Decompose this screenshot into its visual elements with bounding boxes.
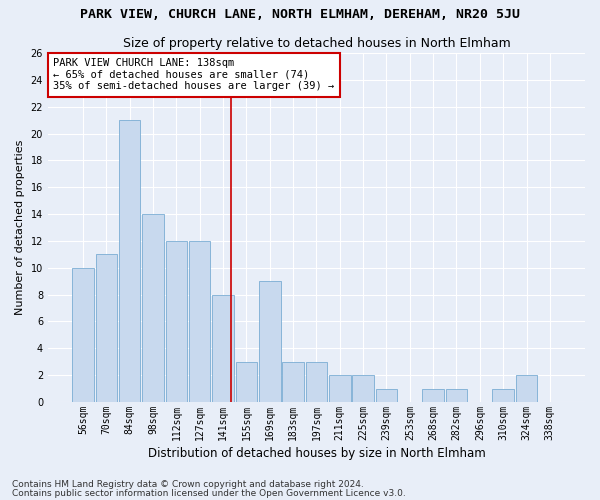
Bar [516,375,537,402]
Bar [119,120,140,402]
Bar [142,214,164,402]
Bar [422,388,444,402]
Bar [95,254,117,402]
Text: Contains public sector information licensed under the Open Government Licence v3: Contains public sector information licen… [12,488,406,498]
Bar [236,362,257,402]
Bar [259,281,281,402]
Bar [212,294,234,402]
Text: PARK VIEW CHURCH LANE: 138sqm
← 65% of detached houses are smaller (74)
35% of s: PARK VIEW CHURCH LANE: 138sqm ← 65% of d… [53,58,335,92]
Bar [189,241,211,402]
Bar [329,375,350,402]
Bar [376,388,397,402]
Bar [283,362,304,402]
Text: Contains HM Land Registry data © Crown copyright and database right 2024.: Contains HM Land Registry data © Crown c… [12,480,364,489]
Title: Size of property relative to detached houses in North Elmham: Size of property relative to detached ho… [122,38,511,51]
Y-axis label: Number of detached properties: Number of detached properties [15,140,25,315]
Bar [493,388,514,402]
Bar [306,362,327,402]
Text: PARK VIEW, CHURCH LANE, NORTH ELMHAM, DEREHAM, NR20 5JU: PARK VIEW, CHURCH LANE, NORTH ELMHAM, DE… [80,8,520,20]
Bar [352,375,374,402]
Bar [166,241,187,402]
X-axis label: Distribution of detached houses by size in North Elmham: Distribution of detached houses by size … [148,447,485,460]
Bar [73,268,94,402]
Bar [446,388,467,402]
